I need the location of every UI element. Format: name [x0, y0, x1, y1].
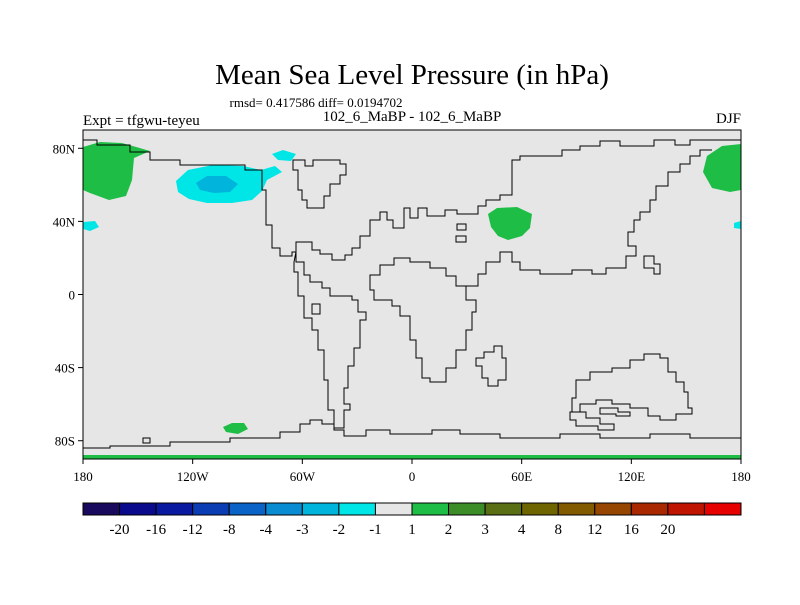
lon-tick-label: 0 [409, 469, 416, 484]
lon-tick-label: 60W [290, 469, 316, 484]
colorbar-label: 4 [518, 522, 526, 538]
colorbar-label: -4 [260, 522, 273, 538]
experiment-label: Expt = tfgwu-teyeu [83, 113, 200, 129]
lat-tick-label: 0 [69, 288, 76, 303]
stats-line: rmsd= 0.417586 diff= 0.0194702 [230, 95, 403, 110]
coastline [569, 411, 615, 431]
coastline [293, 251, 367, 429]
colorbar-swatch [228, 502, 267, 516]
lon-tick-label: 120E [618, 469, 646, 484]
coastline [292, 159, 347, 209]
comparison-label: 102_6_MaBP - 102_6_MaBP [323, 109, 502, 125]
lat-tick-label: 80S [55, 434, 75, 449]
negative-anomaly-region [272, 150, 296, 161]
colorbar-swatch [265, 502, 303, 516]
coastlines [83, 139, 741, 449]
colorbar-swatch [594, 502, 632, 516]
coastline [369, 257, 477, 383]
coastline [456, 223, 467, 231]
colorbar: -20 -16 -12 -8 -4 -3 -2 -1 1 2 3 4 8 12 16 20 [82, 502, 742, 538]
positive-anomaly-region [83, 455, 741, 459]
negative-anomaly-region [734, 221, 741, 229]
lat-tick-label: 40N [53, 214, 76, 229]
colorbar-swatch [192, 502, 230, 516]
colorbar-swatch [155, 502, 194, 516]
negative-anomaly-core [196, 176, 238, 193]
negative-anomaly-region [83, 221, 99, 231]
positive-anomaly-region [703, 144, 741, 192]
coastline [455, 235, 467, 243]
positive-anomaly-region [223, 423, 248, 434]
colorbar-label: 20 [660, 522, 675, 538]
colorbar-swatch [667, 502, 705, 516]
lon-tick-label: 180 [731, 469, 751, 484]
positive-anomaly-region [83, 142, 150, 200]
coastline [142, 437, 151, 444]
season-label: DJF [716, 111, 741, 127]
coastline [643, 255, 661, 275]
lon-tick-label: 60E [511, 469, 532, 484]
colorbar-swatch [703, 502, 742, 516]
colorbar-swatch [338, 502, 376, 516]
colorbar-swatch [374, 502, 413, 516]
coastline [475, 345, 507, 387]
coastline [599, 407, 631, 417]
colorbar-swatch [484, 502, 523, 516]
lon-tick-label: 120W [177, 469, 210, 484]
map-axes: 180 120W 60W 0 60E 120E 180 80N 40N 0 40S 80S [53, 141, 751, 484]
coastline [571, 353, 693, 421]
coastline [466, 149, 712, 287]
positive-anomaly-region [488, 207, 532, 240]
colorbar-swatch [411, 502, 450, 516]
figure-title: Mean Sea Level Pressure (in hPa) [215, 59, 609, 91]
colorbar-label: 3 [481, 522, 489, 538]
lat-tick-label: 40S [55, 361, 75, 376]
colorbar-label: -16 [146, 522, 166, 538]
colorbar-swatch [301, 502, 340, 516]
colorbar-label: 8 [554, 522, 562, 538]
colorbar-swatch [448, 502, 486, 516]
coastline [311, 303, 321, 315]
colorbar-label: -8 [223, 522, 236, 538]
colorbar-swatch [119, 502, 157, 516]
colorbar-label: -2 [333, 522, 346, 538]
colorbar-swatch [630, 502, 669, 516]
lon-tick-label: 180 [73, 469, 93, 484]
coastline [83, 139, 741, 261]
map-panel: 180 120W 60W 0 60E 120E 180 80N 40N 0 40S 80S [53, 129, 751, 484]
colorbar-label: 1 [408, 522, 416, 538]
colorbar-label: -3 [296, 522, 309, 538]
colorbar-swatch [82, 502, 121, 516]
colorbar-label: -20 [110, 522, 130, 538]
colorbar-label: -12 [183, 522, 203, 538]
lat-tick-label: 80N [53, 141, 76, 156]
colorbar-label: 12 [587, 522, 602, 538]
colorbar-swatch [557, 502, 596, 516]
colorbar-label: 2 [445, 522, 453, 538]
colorbar-label: -1 [369, 522, 382, 538]
coastline [83, 419, 741, 449]
colorbar-swatch [521, 502, 559, 516]
anomaly-fields [83, 142, 741, 459]
colorbar-label: 16 [624, 522, 640, 538]
